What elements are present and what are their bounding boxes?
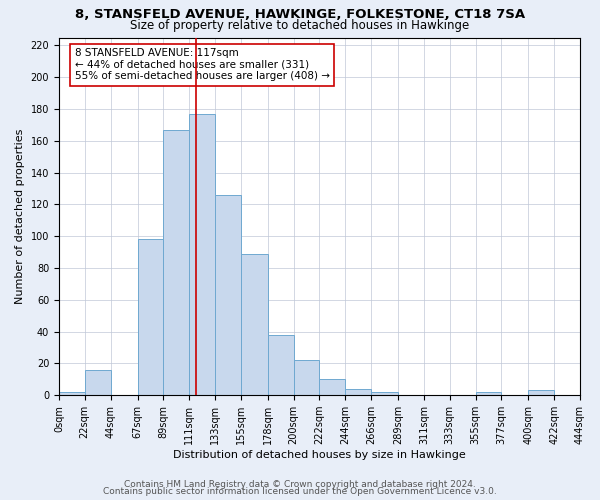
Bar xyxy=(59,392,85,395)
Bar xyxy=(241,254,268,395)
Text: 8 STANSFELD AVENUE: 117sqm
← 44% of detached houses are smaller (331)
55% of sem: 8 STANSFELD AVENUE: 117sqm ← 44% of deta… xyxy=(74,48,329,82)
Bar xyxy=(85,370,110,395)
Bar xyxy=(293,360,319,395)
Bar xyxy=(163,130,189,395)
Y-axis label: Number of detached properties: Number of detached properties xyxy=(15,128,25,304)
Bar xyxy=(137,240,163,395)
Bar xyxy=(476,392,502,395)
Bar xyxy=(529,390,554,395)
Bar xyxy=(371,392,398,395)
Text: Contains public sector information licensed under the Open Government Licence v3: Contains public sector information licen… xyxy=(103,487,497,496)
Bar xyxy=(189,114,215,395)
X-axis label: Distribution of detached houses by size in Hawkinge: Distribution of detached houses by size … xyxy=(173,450,466,460)
Bar xyxy=(319,380,345,395)
Text: Size of property relative to detached houses in Hawkinge: Size of property relative to detached ho… xyxy=(130,19,470,32)
Bar xyxy=(268,335,293,395)
Text: Contains HM Land Registry data © Crown copyright and database right 2024.: Contains HM Land Registry data © Crown c… xyxy=(124,480,476,489)
Bar xyxy=(345,389,371,395)
Bar xyxy=(215,195,241,395)
Text: 8, STANSFELD AVENUE, HAWKINGE, FOLKESTONE, CT18 7SA: 8, STANSFELD AVENUE, HAWKINGE, FOLKESTON… xyxy=(75,8,525,20)
